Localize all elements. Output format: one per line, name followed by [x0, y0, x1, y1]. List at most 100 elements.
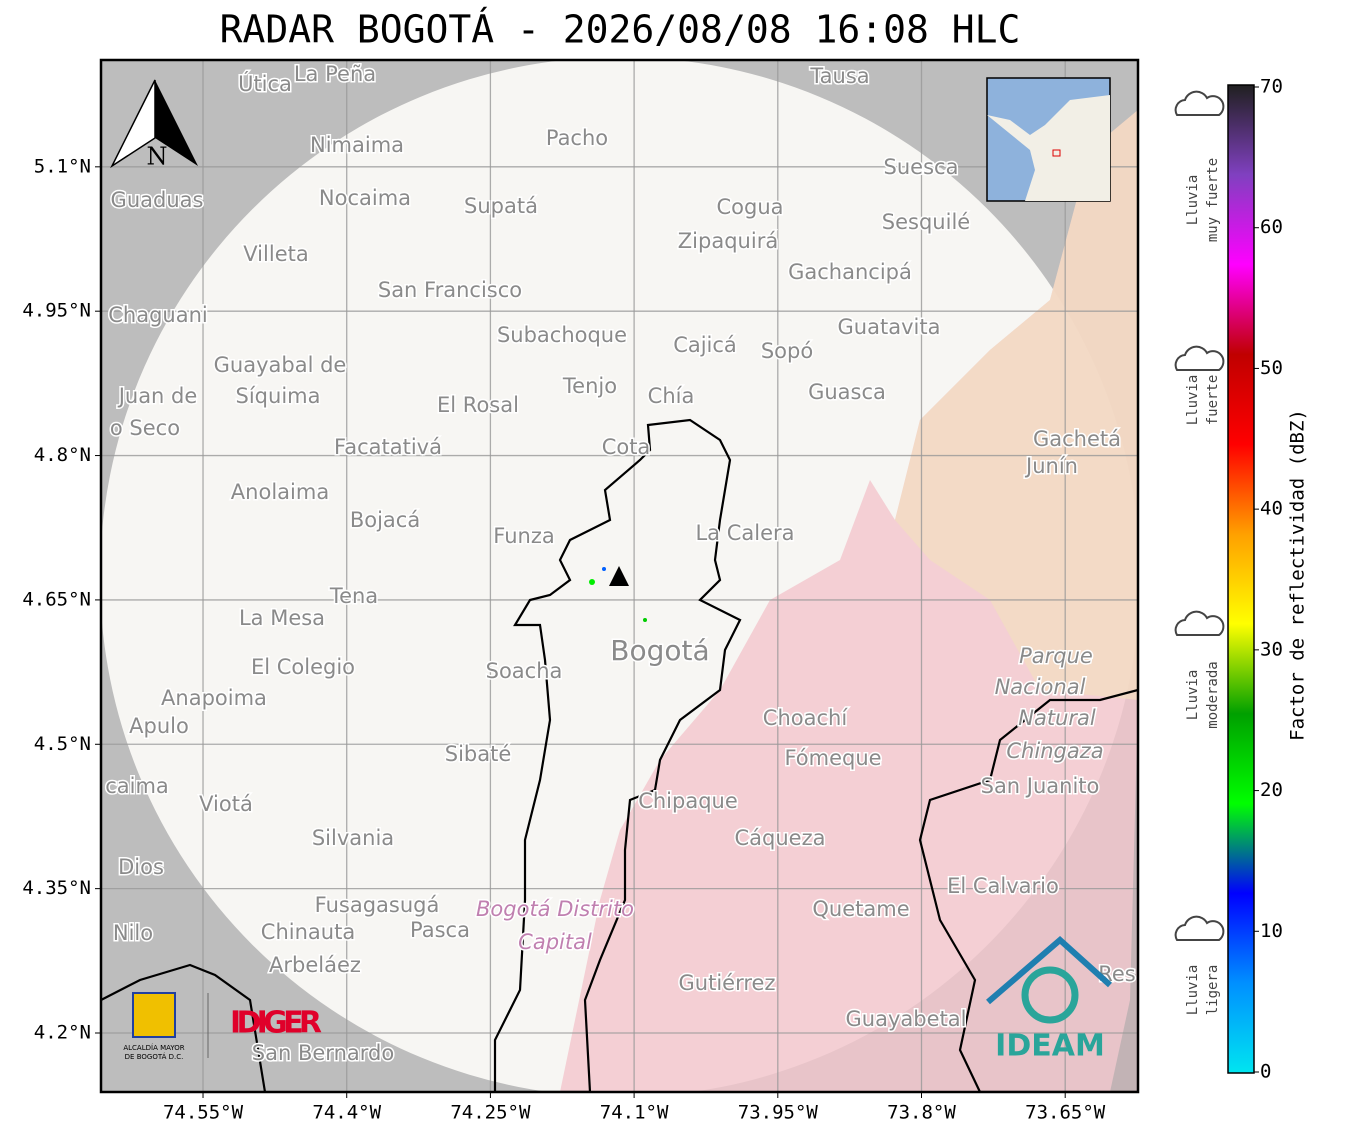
place-label: Pacho: [546, 126, 608, 150]
place-label: Capital: [518, 930, 592, 954]
alcaldia-logo: ALCALDÍA MAYOR: [123, 1043, 184, 1052]
place-label: Fusagasugá: [315, 893, 440, 917]
place-label: Facatativá: [334, 435, 442, 459]
place-label: San Bernardo: [252, 1041, 394, 1065]
place-label: Bojacá: [350, 508, 420, 532]
place-label: Cogua: [716, 195, 783, 219]
place-label: Apulo: [129, 714, 189, 738]
place-label: Natural: [1018, 706, 1096, 730]
rain-level-label: Lluvia: [1185, 175, 1201, 226]
place-label: Chipaque: [638, 789, 738, 813]
place-label: Dios: [118, 855, 164, 879]
inset-map: [986, 77, 1111, 202]
place-label: Viotá: [199, 792, 253, 816]
place-label: Tausa: [809, 64, 869, 88]
logos: ALCALDÍA MAYOR DE BOGOTÁ D.C. IDIGER IDE…: [123, 936, 1113, 1064]
place-label: La Calera: [695, 521, 794, 545]
y-tick-label: 4.2°N: [34, 1022, 91, 1044]
place-label: Chingaza: [1006, 739, 1103, 763]
x-tick-label: 73.8°W: [887, 1102, 956, 1124]
echo: [589, 579, 595, 585]
place-label: Cajicá: [673, 333, 737, 357]
place-label: El Colegio: [251, 655, 355, 679]
colorbar-tick-label: 20: [1260, 779, 1283, 801]
place-label: Subachoque: [497, 323, 627, 347]
colorbar-tick-label: 50: [1260, 357, 1283, 379]
rain-level-label: moderada: [1205, 661, 1221, 728]
place-label: La Peña: [294, 62, 376, 86]
place-label: Sesquilé: [882, 210, 970, 234]
alcaldia-logo: DE BOGOTÁ D.C.: [125, 1052, 184, 1061]
x-tick-label: 74.4°W: [312, 1102, 381, 1124]
place-label: Suesca: [884, 155, 959, 179]
place-label: Nocaima: [319, 186, 411, 210]
colorbar-label: Factor de reflectividad (dBZ): [1287, 409, 1309, 741]
y-tick-label: 5.1°N: [34, 155, 91, 177]
place-label: Nimaima: [310, 133, 404, 157]
place-label: Pasca: [410, 918, 470, 942]
cloud-icon: [1174, 345, 1225, 371]
place-label: Zipaquirá: [678, 229, 778, 253]
colorbar-axis: 0 10 20 30 40 50 60 70 Factor de reflectividad (…: [1254, 76, 1309, 1083]
place-label: Funza: [493, 524, 554, 548]
place-label: El Rosal: [437, 393, 519, 417]
shade: [1110, 60, 1138, 1092]
place-label: San Juanito: [981, 774, 1100, 798]
cloud-icon: [1174, 915, 1225, 941]
place-label: Tenjo: [562, 374, 617, 398]
place-label: Guayabal de: [214, 353, 347, 377]
place-label: Nacional: [995, 675, 1086, 699]
place-label: Juan de: [117, 384, 198, 408]
place-label: Nilo: [113, 921, 153, 945]
place-label: Tena: [329, 584, 378, 608]
echo: [602, 567, 606, 571]
echo: [643, 618, 647, 622]
park-area: [895, 110, 1138, 700]
place-label: Chía: [648, 384, 695, 408]
rain-level-label: Lluvia: [1185, 670, 1201, 721]
place-label: o Seco: [110, 416, 180, 440]
place-label: Guatavita: [838, 315, 941, 339]
place-label: Supatá: [464, 194, 538, 218]
x-tick-label: 73.95°W: [738, 1102, 819, 1124]
place-label: Chinauta: [261, 920, 355, 944]
place-label: Anolaima: [231, 480, 329, 504]
x-tick-label: 74.25°W: [450, 1102, 531, 1124]
title: RADAR BOGOTÁ - 2026/08/08 16:08 HLC: [220, 8, 1021, 52]
rain-level-label: Lluvia: [1185, 375, 1201, 426]
place-label: Parque: [1019, 644, 1093, 668]
department-boundary: [101, 688, 1138, 1092]
rain-level-label: muy fuerte: [1205, 158, 1221, 242]
place-label: caima: [105, 774, 169, 798]
cloud-icon: [1174, 90, 1225, 116]
north-label: N: [147, 143, 168, 171]
place-label: Guaduas: [111, 188, 204, 212]
rain-level-label: fuerte: [1205, 375, 1221, 426]
radar-site: [609, 566, 629, 586]
colorbar-tick-label: 40: [1260, 498, 1283, 520]
place-label: Chaguani: [108, 303, 208, 327]
place-label: Soacha: [486, 659, 563, 683]
ideam-logo: IDEAM: [995, 1029, 1105, 1064]
x-tick-label: 73.65°W: [1025, 1102, 1106, 1124]
grid: [101, 60, 1138, 1092]
y-tick-label: 4.5°N: [34, 733, 91, 755]
colorbar-tick-label: 10: [1260, 920, 1283, 942]
y-tick-label: 4.35°N: [22, 877, 91, 899]
place-label: Útica: [238, 71, 292, 96]
place-label: La Mesa: [239, 606, 325, 630]
place-label: Sopó: [761, 339, 813, 363]
place-labels: Útica La Peña Tausa Pacho Nimaima Guaduas Noca…: [104, 61, 1138, 1067]
place-label: Choachí: [763, 706, 849, 730]
axes: 74.55°W 74.4°W 74.25°W 74.1°W 73.95°W 73.8°W 7…: [22, 155, 1105, 1123]
cloud-icon: [1174, 610, 1225, 636]
rain-level-label: Lluvia: [1185, 965, 1201, 1016]
place-label: El Calvario: [947, 874, 1059, 898]
place-label: Fómeque: [784, 746, 881, 770]
x-tick-label: 74.55°W: [163, 1102, 244, 1124]
place-label: Bogotá Distrito: [476, 897, 634, 921]
place-label: Gachetá: [1033, 427, 1121, 451]
place-label: San Francisco: [378, 278, 522, 302]
